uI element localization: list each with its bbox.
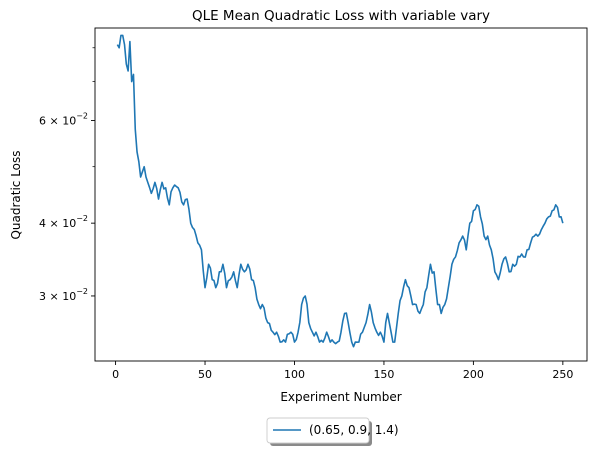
x-tick-label: 0 <box>112 368 119 381</box>
series-line <box>117 35 562 346</box>
y-tick-label: 4 × 10−2 <box>39 214 88 230</box>
plot-area <box>95 28 587 361</box>
x-axis: 0 50 100 150 200 250 <box>112 361 573 381</box>
plot-frame <box>95 28 587 361</box>
y-axis-label: Quadratic Loss <box>9 150 23 239</box>
legend: (0.65, 0.9, 1.4) <box>267 418 399 446</box>
x-tick-label: 50 <box>198 368 212 381</box>
x-tick-label: 100 <box>284 368 305 381</box>
x-tick-label: 150 <box>373 368 394 381</box>
x-axis-label: Experiment Number <box>280 390 401 404</box>
x-tick-label: 250 <box>552 368 573 381</box>
legend-label: (0.65, 0.9, 1.4) <box>309 423 399 437</box>
y-tick-label: 3 × 10−2 <box>39 287 88 303</box>
y-tick-label: 6 × 10−2 <box>39 112 88 128</box>
chart-title: QLE Mean Quadratic Loss with variable va… <box>192 8 490 24</box>
x-tick-label: 200 <box>463 368 484 381</box>
y-axis: 3 × 10−2 4 × 10−2 6 × 10−2 <box>39 48 95 303</box>
